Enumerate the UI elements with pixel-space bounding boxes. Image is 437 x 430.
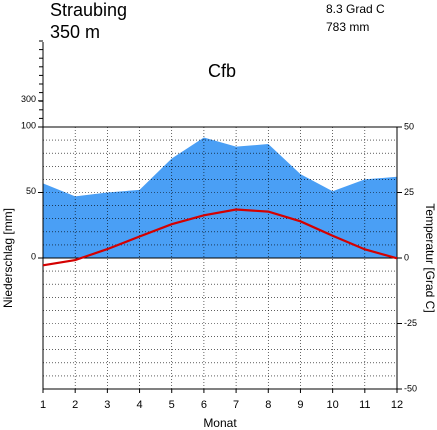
x-tick-label: 5	[169, 399, 175, 411]
y2-tick-label: -25	[404, 318, 417, 328]
y-tick-label: 300	[21, 94, 36, 104]
x-axis-label: Monat	[203, 416, 237, 430]
x-tick-label: 10	[327, 399, 339, 411]
mean-temperature: 8.3 Grad C	[326, 2, 385, 16]
climate-class: Cfb	[208, 61, 236, 81]
x-tick-label: 11	[359, 399, 370, 411]
elevation: 350 m	[50, 22, 100, 42]
y2-tick-label: 25	[404, 187, 414, 197]
y-tick-label: 0	[31, 251, 36, 261]
y-axis-label: Niederschlag [mm]	[1, 208, 15, 308]
y-tick-label: 50	[26, 186, 36, 196]
x-tick-label: 1	[40, 399, 46, 411]
precipitation-area	[43, 137, 397, 258]
x-tick-label: 9	[297, 399, 303, 411]
temperature-line	[42, 208, 398, 267]
y2-tick-label: 50	[404, 121, 414, 131]
y2-axis-label: Temperatur [Grad C]	[423, 203, 437, 312]
x-tick-label: 8	[265, 399, 271, 411]
x-tick-label: 7	[233, 399, 239, 411]
chart-title: Straubing	[50, 0, 127, 20]
x-tick-label: 2	[72, 399, 78, 411]
y2-tick-label: 0	[404, 252, 409, 262]
x-tick-label: 3	[104, 399, 110, 411]
y2-tick-label: -50	[404, 383, 417, 393]
x-tick-label: 4	[136, 399, 142, 411]
x-tick-label: 6	[201, 399, 207, 411]
annual-precipitation: 783 mm	[326, 20, 369, 34]
x-tick-label: 12	[391, 399, 403, 411]
y-tick-label: 100	[21, 120, 36, 130]
